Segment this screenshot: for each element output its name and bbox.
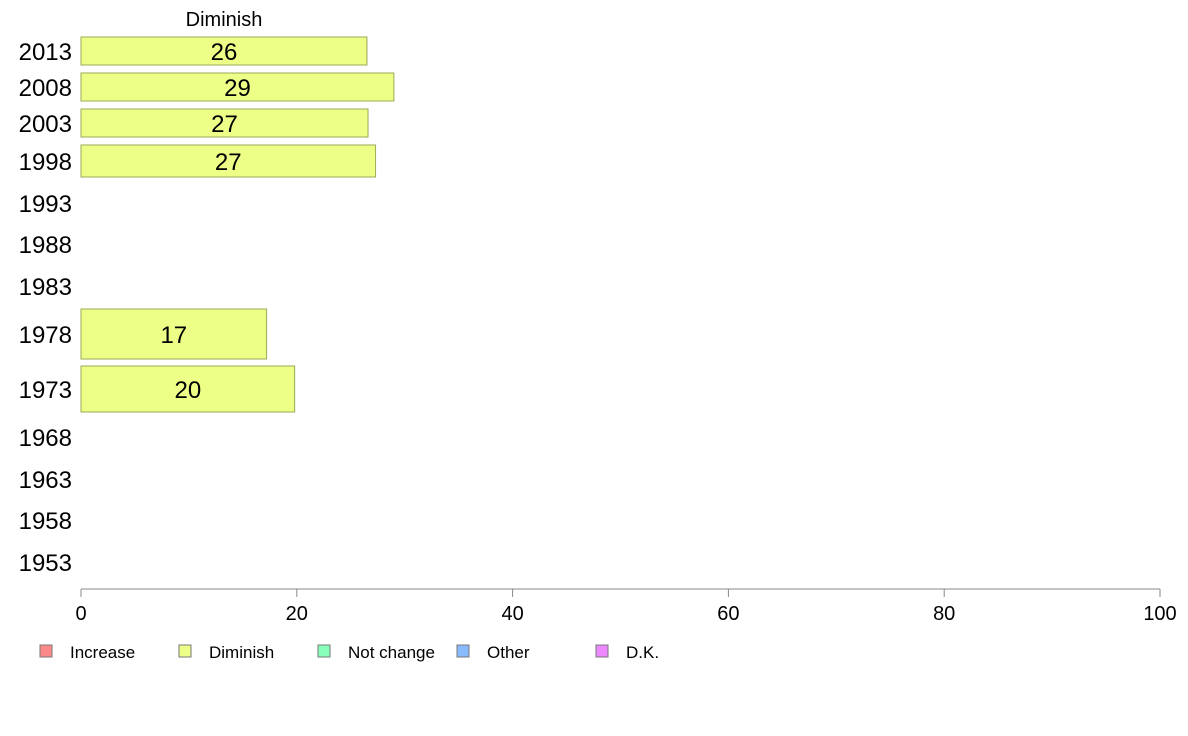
bar	[80, 308, 268, 360]
x-axis: 0 20 40 60 80 100	[75, 588, 1177, 625]
legend-swatch	[595, 644, 609, 658]
year-label: 1993	[19, 191, 72, 218]
year-label: 1998	[19, 149, 72, 176]
year-label: 1963	[19, 467, 72, 494]
bar-value-label: 17	[160, 322, 187, 349]
legend-label: D.K.	[626, 643, 659, 662]
year-label: 1958	[19, 508, 72, 535]
legend-label: Diminish	[209, 643, 274, 662]
legend: Increase Diminish Not change Other D.K.	[39, 643, 659, 662]
legend-label: Increase	[70, 643, 135, 662]
year-label: 2008	[19, 75, 72, 102]
x-tick-label: 60	[717, 603, 739, 625]
legend-label: Other	[487, 643, 530, 662]
bars: 26 29 27 27 17 20	[80, 36, 395, 413]
bar-value-label: 29	[224, 75, 251, 102]
x-tick-label: 0	[75, 603, 86, 625]
year-label: 1953	[19, 550, 72, 577]
year-label: 2003	[19, 111, 72, 138]
year-label: 2013	[19, 39, 72, 66]
legend-swatch	[456, 644, 470, 658]
x-tick-label: 40	[501, 603, 523, 625]
bar	[80, 144, 377, 178]
bar	[80, 72, 395, 102]
year-label: 1988	[19, 232, 72, 259]
legend-swatch	[39, 644, 53, 658]
legend-label: Not change	[348, 643, 435, 662]
year-label: 1978	[19, 322, 72, 349]
bar	[80, 108, 369, 138]
year-label: 1973	[19, 377, 72, 404]
x-tick-label: 80	[933, 603, 955, 625]
legend-swatch	[317, 644, 331, 658]
bar-value-label: 27	[215, 149, 242, 176]
year-label: 1983	[19, 274, 72, 301]
x-tick-label: 100	[1143, 603, 1176, 625]
legend-swatch	[178, 644, 192, 658]
series-title: Diminish	[186, 9, 263, 31]
bar-value-label: 26	[211, 39, 238, 66]
bar	[80, 36, 368, 66]
year-label: 1968	[19, 425, 72, 452]
bar-value-label: 20	[174, 377, 201, 404]
bar-value-label: 27	[211, 111, 238, 138]
bar	[80, 365, 296, 413]
year-labels: 2013 2008 2003 1998 1993 1988 1983 1978 1973 1968…	[19, 39, 72, 577]
x-tick-label: 20	[286, 603, 308, 625]
